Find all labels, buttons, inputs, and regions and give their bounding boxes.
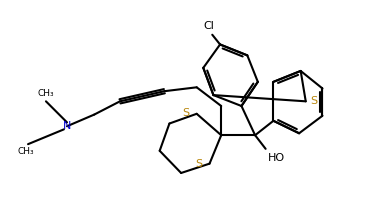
Text: CH₃: CH₃ xyxy=(18,147,34,156)
Text: S: S xyxy=(182,108,190,118)
Text: N: N xyxy=(63,121,71,131)
Text: S: S xyxy=(195,159,202,169)
Text: HO: HO xyxy=(268,153,285,163)
Text: CH₃: CH₃ xyxy=(38,89,54,98)
Text: S: S xyxy=(310,96,317,106)
Text: Cl: Cl xyxy=(203,21,214,31)
